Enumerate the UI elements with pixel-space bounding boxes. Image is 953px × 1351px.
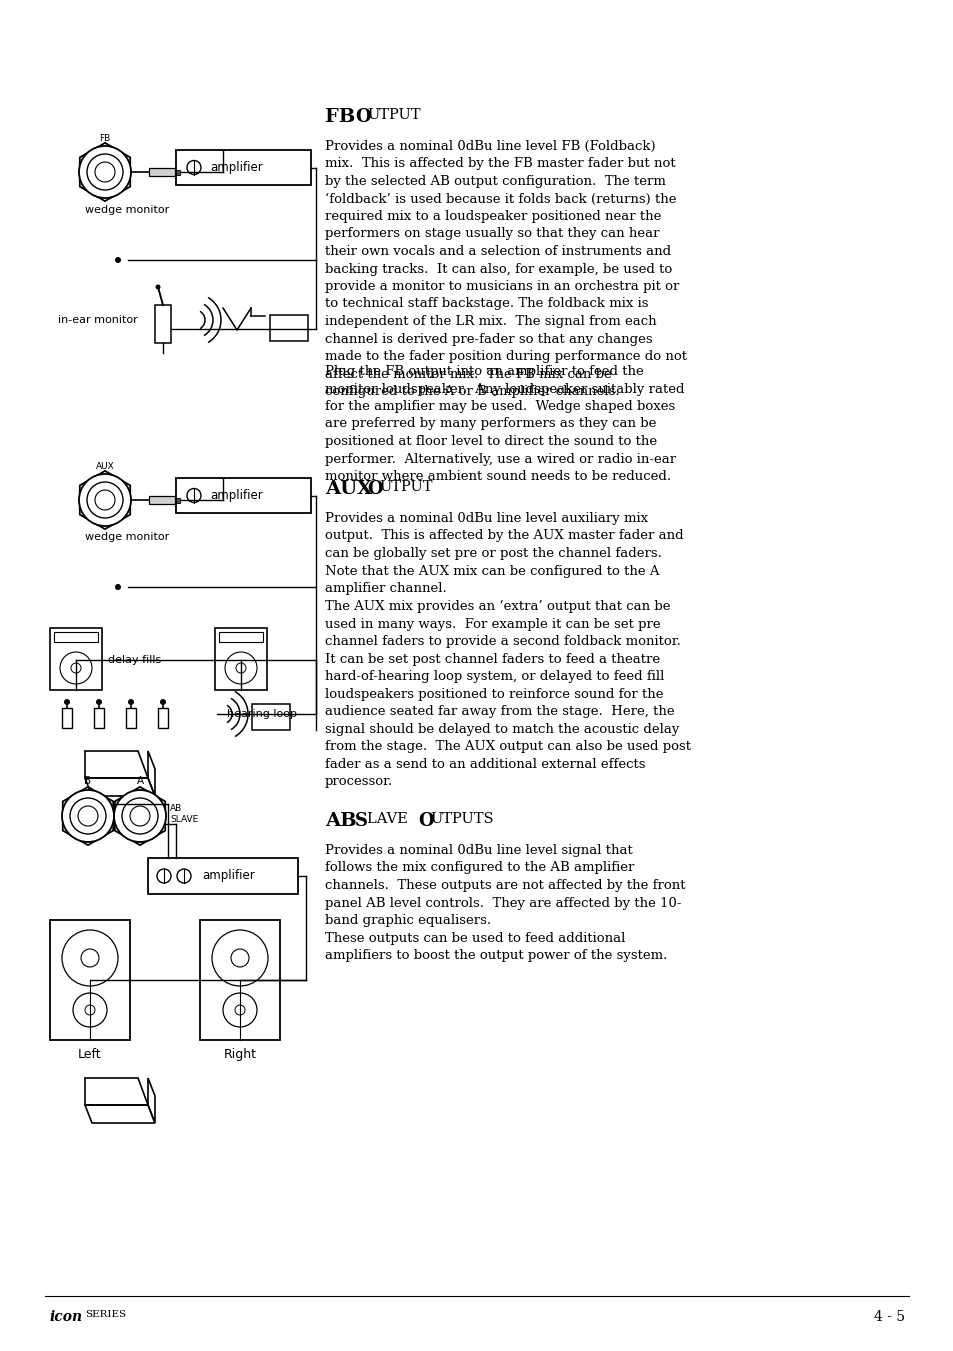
Text: FB: FB xyxy=(99,134,111,143)
Bar xyxy=(62,708,71,728)
Bar xyxy=(54,632,98,642)
Bar xyxy=(126,708,136,728)
Circle shape xyxy=(79,474,131,526)
Text: AUX: AUX xyxy=(325,480,378,499)
Text: FB: FB xyxy=(325,108,362,126)
Text: LAVE: LAVE xyxy=(367,812,412,825)
Bar xyxy=(149,168,174,176)
Bar xyxy=(252,704,290,730)
Text: 4 - 5: 4 - 5 xyxy=(873,1310,904,1324)
Text: Left: Left xyxy=(78,1048,102,1061)
Text: Right: Right xyxy=(223,1048,256,1061)
Bar xyxy=(94,708,104,728)
Text: Provides a nominal 0dBu line level signal that
follows the mix configured to the: Provides a nominal 0dBu line level signa… xyxy=(325,844,685,927)
Circle shape xyxy=(115,584,121,590)
Text: UTPUTS: UTPUTS xyxy=(430,812,493,825)
Text: delay fills: delay fills xyxy=(108,655,161,665)
Text: wedge monitor: wedge monitor xyxy=(85,205,169,215)
Bar xyxy=(50,920,130,1040)
Text: A: A xyxy=(136,775,143,786)
Text: wedge monitor: wedge monitor xyxy=(85,532,169,542)
Circle shape xyxy=(96,698,102,705)
Text: The AUX mix provides an ‘extra’ output that can be
used in many ways.  For examp: The AUX mix provides an ‘extra’ output t… xyxy=(325,600,690,788)
Text: amplifier: amplifier xyxy=(202,870,254,882)
Text: O: O xyxy=(355,108,370,126)
Circle shape xyxy=(64,698,70,705)
Bar xyxy=(158,708,168,728)
Text: B: B xyxy=(85,775,91,786)
Text: UTPUT: UTPUT xyxy=(367,108,420,122)
Text: icon: icon xyxy=(50,1310,83,1324)
Text: Provides a nominal 0dBu line level FB (Foldback)
mix.  This is affected by the F: Provides a nominal 0dBu line level FB (F… xyxy=(325,141,686,399)
Text: in-ear monitor: in-ear monitor xyxy=(58,315,137,326)
Circle shape xyxy=(115,257,121,263)
Bar xyxy=(50,628,102,690)
Text: AB
SLAVE: AB SLAVE xyxy=(170,804,198,824)
Text: S: S xyxy=(355,812,368,830)
Text: O: O xyxy=(417,812,434,830)
Bar xyxy=(174,497,180,503)
Bar xyxy=(175,150,311,185)
Bar xyxy=(219,632,263,642)
Bar xyxy=(174,169,180,174)
Text: hearing loop: hearing loop xyxy=(227,709,296,719)
Text: These outputs can be used to feed additional
amplifiers to boost the output powe: These outputs can be used to feed additi… xyxy=(325,932,667,962)
Circle shape xyxy=(113,790,166,842)
Bar xyxy=(270,315,308,340)
Bar xyxy=(149,496,174,504)
Circle shape xyxy=(160,698,166,705)
Bar xyxy=(154,305,171,343)
Circle shape xyxy=(79,146,131,199)
Circle shape xyxy=(128,698,133,705)
Circle shape xyxy=(155,285,160,289)
Text: O: O xyxy=(367,480,382,499)
Bar xyxy=(148,858,297,894)
Text: AUX: AUX xyxy=(95,462,114,471)
Text: Provides a nominal 0dBu line level auxiliary mix
output.  This is affected by th: Provides a nominal 0dBu line level auxil… xyxy=(325,512,683,594)
Bar xyxy=(175,478,311,513)
Text: Plug the FB output into an amplifier to feed the
monitor loudspeaker.  Any louds: Plug the FB output into an amplifier to … xyxy=(325,365,684,484)
Bar xyxy=(214,628,267,690)
Text: AB: AB xyxy=(325,812,363,830)
Circle shape xyxy=(62,790,113,842)
Bar xyxy=(200,920,280,1040)
Text: SERIES: SERIES xyxy=(85,1310,126,1319)
Text: amplifier: amplifier xyxy=(210,161,262,174)
Text: amplifier: amplifier xyxy=(210,489,262,503)
Text: UTPUT: UTPUT xyxy=(378,480,432,494)
